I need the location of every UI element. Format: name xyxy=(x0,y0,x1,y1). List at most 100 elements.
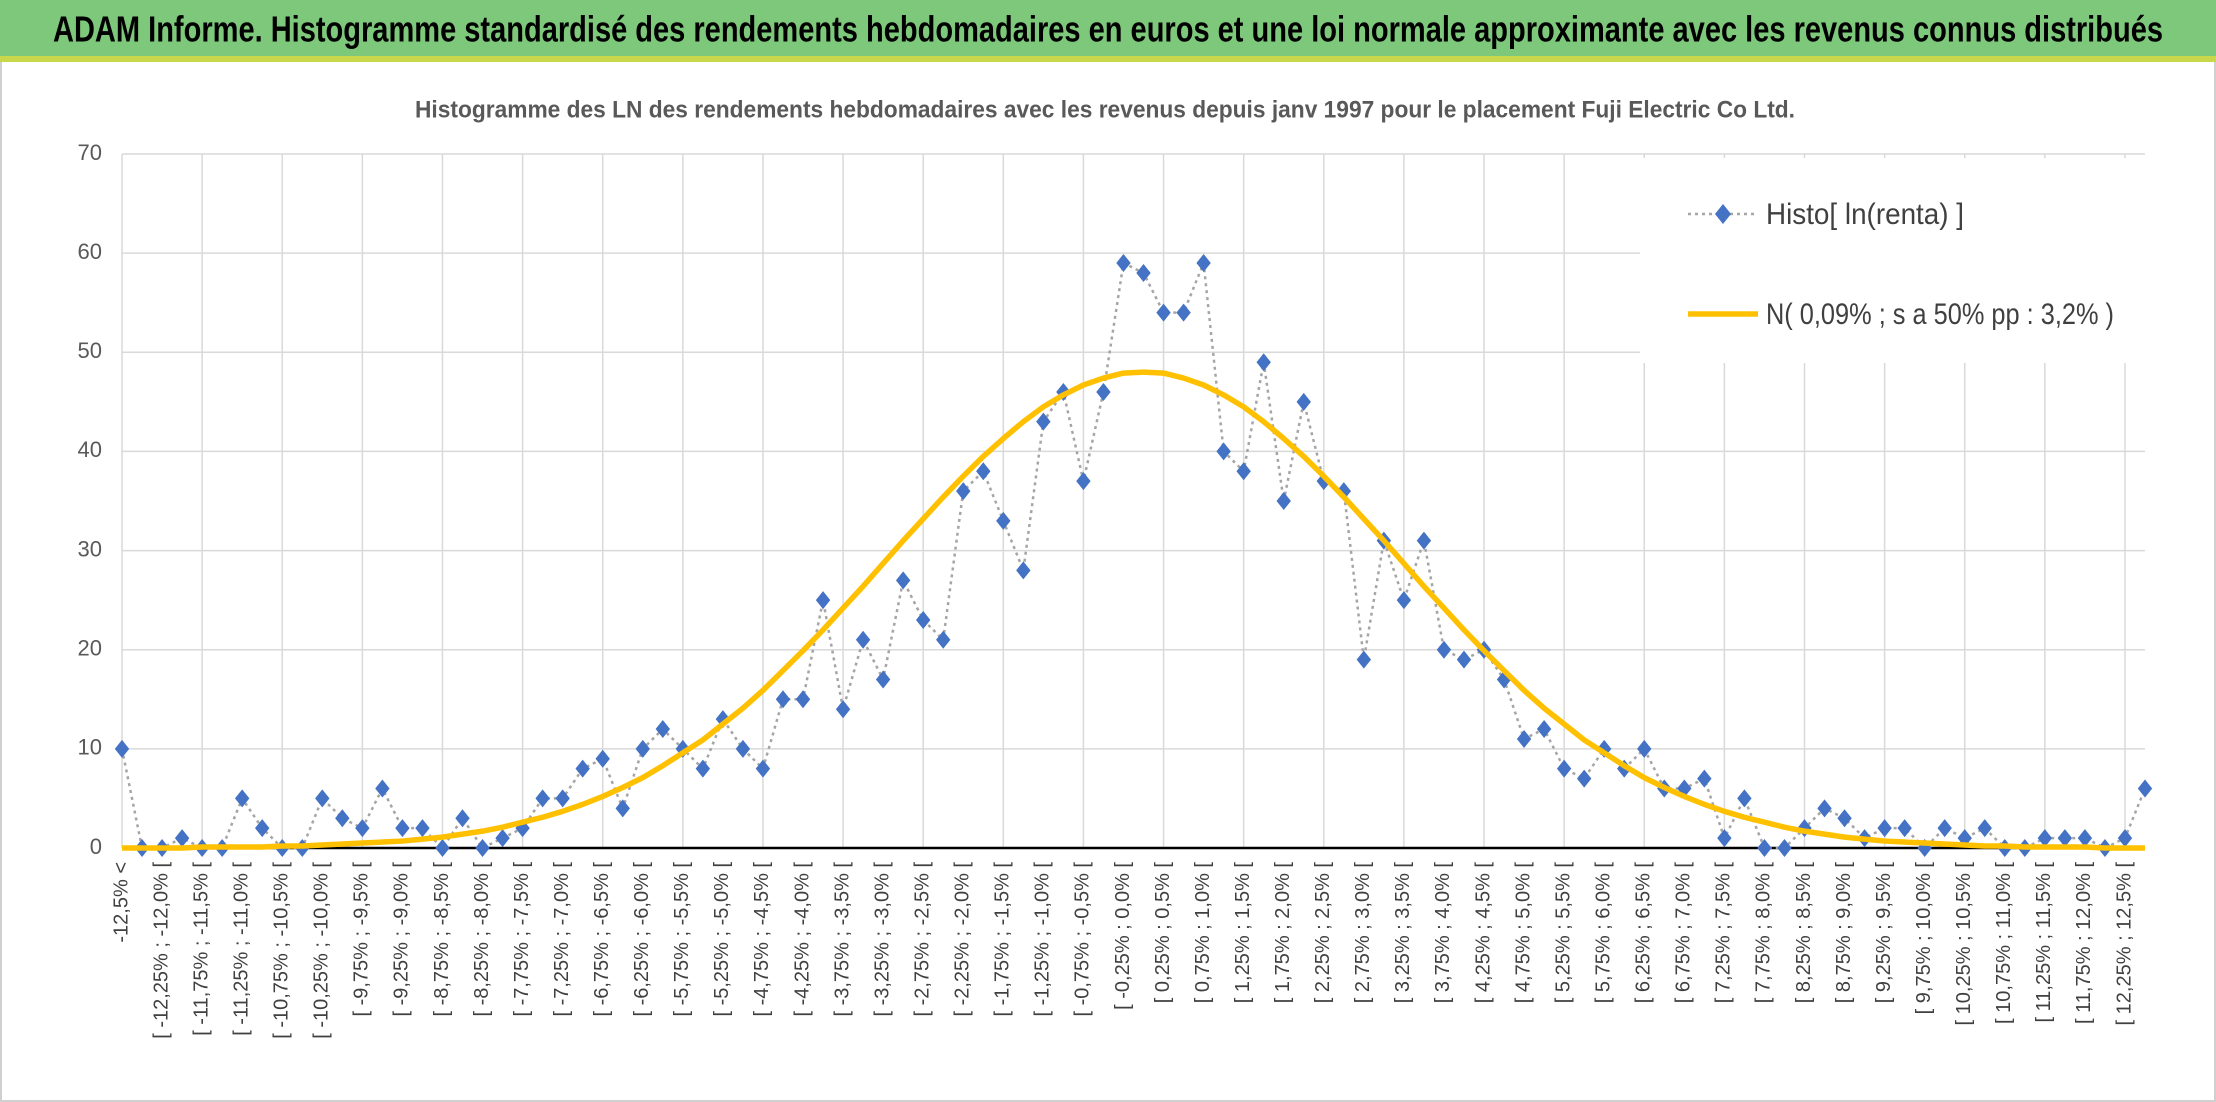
x-tick-label: [ 6,75% ; 7,0% [ xyxy=(1673,862,1695,1004)
x-tick-label: [ -2,75% ; -2,5% [ xyxy=(911,862,933,1017)
data-point xyxy=(1116,254,1131,273)
y-tick-label: 50 xyxy=(78,338,102,363)
x-tick-label: [ -4,25% ; -4,0% [ xyxy=(791,862,813,1017)
data-point xyxy=(1176,303,1191,322)
x-tick-label: [ -10,25% ; -10,0% [ xyxy=(311,862,333,1039)
data-point xyxy=(234,789,250,808)
y-tick-label: 30 xyxy=(78,536,102,561)
data-point xyxy=(395,819,410,838)
data-point xyxy=(795,690,811,709)
data-point xyxy=(315,789,330,808)
data-point xyxy=(1737,789,1752,808)
x-tick-label: [ -8,75% ; -8,5% [ xyxy=(431,862,453,1017)
x-tick-label: [ -11,25% ; -11,0% [ xyxy=(230,862,252,1036)
x-tick-label: [ -0,75% ; -0,5% [ xyxy=(1072,862,1094,1017)
data-point xyxy=(996,511,1011,530)
data-point xyxy=(1136,263,1151,282)
data-point xyxy=(1036,412,1051,431)
data-point xyxy=(475,839,490,857)
data-point xyxy=(1396,591,1412,610)
legend-marker xyxy=(1715,204,1731,224)
chart-title: ADAM Informe. Histogramme standardisé de… xyxy=(53,9,2163,50)
data-point xyxy=(936,630,951,649)
data-point xyxy=(2057,829,2073,848)
series-line xyxy=(122,369,2145,851)
data-point xyxy=(1817,799,1832,818)
data-point xyxy=(1556,759,1572,778)
x-tick-label: [ -10,75% ; -10,5% [ xyxy=(271,862,293,1039)
data-point xyxy=(1777,839,1792,857)
x-tick-label: -12,5% < xyxy=(110,862,132,943)
data-point xyxy=(635,739,650,758)
x-tick-label: [ 10,25% ; 10,5% [ xyxy=(1953,862,1975,1026)
x-tick-label: [ 7,25% ; 7,5% [ xyxy=(1713,862,1735,1004)
y-tick-label: 20 xyxy=(78,636,102,661)
data-point xyxy=(835,700,851,719)
x-tick-label: [ 1,75% ; 2,0% [ xyxy=(1272,862,1294,1004)
x-tick-label: [ 7,75% ; 8,0% [ xyxy=(1753,862,1775,1004)
x-tick-label: [ -7,75% ; -7,5% [ xyxy=(511,862,533,1017)
data-point xyxy=(1456,650,1472,669)
data-point xyxy=(755,759,771,778)
x-tick-label: [ -1,25% ; -1,0% [ xyxy=(1032,862,1054,1017)
data-point xyxy=(1016,561,1031,580)
x-tick-label: [ 9,75% ; 10,0% [ xyxy=(1913,862,1935,1015)
y-tick-label: 40 xyxy=(78,437,102,462)
data-point xyxy=(1236,462,1251,481)
x-tick-label: [ -5,75% ; -5,5% [ xyxy=(671,862,693,1017)
data-point xyxy=(114,739,130,758)
data-point xyxy=(1937,819,1952,838)
data-point xyxy=(915,610,931,629)
x-tick-label: [ -5,25% ; -5,0% [ xyxy=(711,862,733,1017)
data-point xyxy=(815,591,831,610)
x-tick-label: [ 11,75% ; 12,0% [ xyxy=(2073,862,2095,1024)
x-tick-label: [ 8,75% ; 9,0% [ xyxy=(1833,862,1855,1004)
x-tick-label: [ -11,75% ; -11,5% [ xyxy=(190,862,212,1036)
x-tick-label: [ -4,75% ; -4,5% [ xyxy=(751,862,773,1017)
data-point xyxy=(575,759,590,778)
data-point xyxy=(515,819,530,838)
data-point xyxy=(1276,492,1291,510)
header-edge xyxy=(0,56,2216,62)
x-tick-label: [ 12,25% ; 12,5% [ xyxy=(2113,862,2135,1026)
x-tick-label: [ 10,75% ; 11,0% [ xyxy=(1993,862,2015,1024)
data-point xyxy=(976,462,991,481)
x-tick-label: [ 3,25% ; 3,5% [ xyxy=(1392,862,1414,1004)
legend-box xyxy=(1640,158,2145,363)
data-point xyxy=(415,819,430,838)
legend-label: Histo[ ln(renta) ] xyxy=(1766,198,1964,231)
data-point xyxy=(355,819,370,838)
x-tick-label: [ -3,75% ; -3,5% [ xyxy=(831,862,853,1017)
x-tick-label: [ 3,75% ; 4,0% [ xyxy=(1432,862,1454,1004)
x-tick-label: [ 4,25% ; 4,5% [ xyxy=(1472,862,1494,1004)
header-bar xyxy=(0,0,2216,62)
x-tick-label: [ -1,75% ; -1,5% [ xyxy=(992,862,1014,1017)
data-point xyxy=(1977,819,1992,838)
x-tick-label: [ -6,75% ; -6,5% [ xyxy=(591,862,613,1017)
chart-subtitle: Histogramme des LN des rendements hebdom… xyxy=(415,96,1795,123)
data-point xyxy=(1717,829,1732,848)
x-tick-label: [ 0,75% ; 1,0% [ xyxy=(1192,862,1214,1004)
x-tick-label: [ 6,25% ; 6,5% [ xyxy=(1633,862,1655,1004)
data-point xyxy=(615,799,630,818)
data-point xyxy=(1536,720,1552,739)
legend-label: N( 0,09% ; s a 50% pp : 3,2% ) xyxy=(1766,298,2114,331)
x-tick-label: [ 9,25% ; 9,5% [ xyxy=(1873,862,1895,1004)
x-tick-label: [ 5,25% ; 5,5% [ xyxy=(1552,862,1574,1004)
data-point xyxy=(1637,739,1652,758)
data-point xyxy=(1897,819,1912,838)
y-tick-label: 10 xyxy=(78,735,102,760)
data-point xyxy=(2077,829,2093,848)
x-tick-label: [ -6,25% ; -6,0% [ xyxy=(631,862,653,1017)
data-point xyxy=(1256,353,1271,372)
x-tick-label: [ -8,25% ; -8,0% [ xyxy=(471,862,493,1017)
data-point xyxy=(2037,829,2053,848)
data-point xyxy=(1516,729,1532,748)
x-tick-label: [ 2,25% ; 2,5% [ xyxy=(1312,862,1334,1004)
y-tick-label: 0 xyxy=(90,834,102,859)
data-point xyxy=(1436,640,1452,659)
x-tick-label: [ -9,75% ; -9,5% [ xyxy=(351,862,373,1017)
data-point xyxy=(595,749,610,768)
y-tick-label: 60 xyxy=(78,239,102,264)
